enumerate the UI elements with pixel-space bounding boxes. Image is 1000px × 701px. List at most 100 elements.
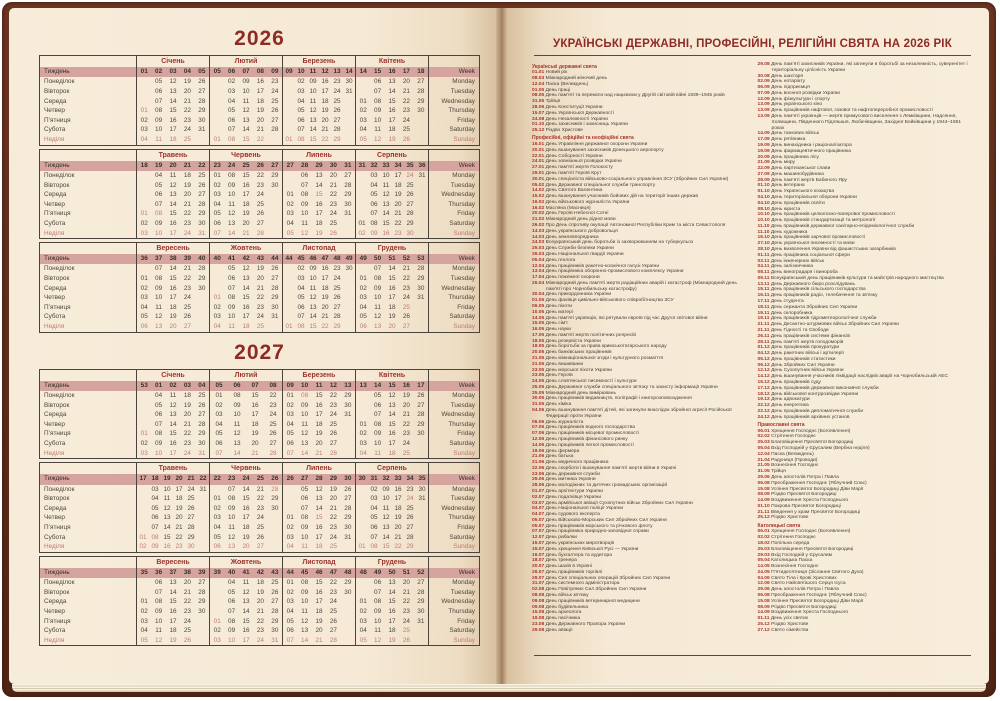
week-number: 43 bbox=[271, 568, 279, 576]
day-cell: 01 bbox=[213, 135, 221, 143]
holiday-entry: 19.08 День пасічника bbox=[532, 616, 748, 622]
day-cell: 18 bbox=[256, 97, 264, 105]
day-cell: 19 bbox=[388, 636, 396, 644]
day-cell: 06 bbox=[374, 78, 382, 86]
day-cell: 08 bbox=[151, 533, 159, 541]
holiday-date: 19.09 bbox=[757, 148, 770, 154]
day-cell: 21 bbox=[183, 420, 191, 428]
holiday-entry: 13.09 День українського кіно bbox=[758, 102, 974, 108]
right-page-holidays: УКРАЇНСЬКІ ДЕРЖАВНІ, ПРОФЕСІЙНІ, РЕЛІГІЙ… bbox=[508, 8, 989, 684]
day-cell: 30 bbox=[345, 78, 353, 86]
day-label-en: Saturday bbox=[428, 439, 479, 449]
month-days-group: 01 08 15 22 29 bbox=[209, 616, 282, 627]
day-cell: 16 bbox=[169, 284, 177, 292]
day-cell: 06 bbox=[370, 523, 378, 531]
day-cell: 13 bbox=[388, 78, 396, 86]
month-name-cell: Січень bbox=[136, 56, 209, 67]
week-number: 48 bbox=[359, 568, 367, 576]
day-cell: 26 bbox=[198, 181, 206, 189]
day-cell: 15 bbox=[309, 323, 317, 331]
holiday-entry: 14.05 Вознесіння Господнє bbox=[758, 564, 974, 570]
week-number: 16 bbox=[402, 381, 410, 389]
day-cell: 26 bbox=[183, 313, 191, 321]
holiday-date: 11.10 bbox=[757, 223, 770, 229]
holiday-entry: 14.03 День землевпорядника bbox=[532, 235, 748, 241]
day-cell: 18 bbox=[175, 495, 183, 503]
holiday-date: 06.05 bbox=[532, 303, 545, 309]
holiday-date: 16.10 bbox=[757, 235, 770, 241]
holiday-date: 07.06 bbox=[532, 425, 545, 431]
holiday-entry: 31.07 День системного адміністратора bbox=[532, 581, 748, 587]
day-cell bbox=[356, 77, 370, 87]
month-days-group: 01 08 15 22 29 bbox=[136, 106, 209, 116]
day-cell: 15 bbox=[242, 135, 250, 143]
holiday-name: Хрещення Господнє (Богоявлення) bbox=[769, 428, 851, 434]
day-cell: 19 bbox=[169, 636, 177, 644]
week-number: 33 bbox=[394, 475, 402, 483]
month-days-group: 02 09 16 23 30 bbox=[355, 429, 428, 439]
day-cell: 06 bbox=[228, 275, 236, 283]
day-cell: 22 bbox=[329, 191, 337, 199]
day-cell: 05 bbox=[228, 588, 236, 596]
day-cell: 27 bbox=[417, 579, 425, 587]
day-cell bbox=[137, 523, 149, 533]
week-number: 36 bbox=[418, 161, 426, 169]
holiday-name: День ветерана bbox=[769, 183, 805, 189]
day-cell: 17 bbox=[388, 440, 396, 447]
day-cell: 16 bbox=[169, 219, 177, 227]
holiday-name: День державної служби bbox=[544, 471, 600, 477]
day-cell: 11 bbox=[301, 607, 308, 615]
month-name-cell: Травень bbox=[136, 149, 209, 161]
day-cell: 14 bbox=[388, 588, 396, 596]
day-cell: 30 bbox=[417, 284, 425, 292]
holiday-name: День шахів в Україні bbox=[544, 564, 592, 570]
day-cell: 23 bbox=[183, 284, 191, 292]
day-cell: 24 bbox=[402, 294, 410, 302]
day-cell: 30 bbox=[271, 627, 279, 635]
holiday-name: День працівників стандартизації та метро… bbox=[769, 218, 876, 224]
day-cell: 20 bbox=[315, 440, 323, 447]
month-name-cell: Травень bbox=[136, 463, 209, 475]
holiday-entry: 31.05 Трійця bbox=[758, 469, 974, 475]
holiday-entry: 06.01 Хрещення Господнє (Богоявлення) bbox=[758, 429, 974, 435]
holiday-name: Різдво Христове bbox=[769, 515, 809, 521]
week-number: 26 bbox=[271, 475, 279, 483]
holiday-entry: 02.08 День Повітряних Сил Збройних Сил У… bbox=[532, 587, 748, 593]
week-number: 24 bbox=[228, 161, 236, 169]
holiday-name: День працівників фінансового ринку bbox=[544, 436, 628, 442]
day-cell: 06 bbox=[140, 323, 148, 331]
holiday-name: День залізничника bbox=[769, 264, 813, 270]
day-cell: 07 bbox=[370, 533, 378, 541]
month-days-group: 02 09 16 23 bbox=[209, 400, 282, 411]
holiday-date: 19.06 bbox=[532, 448, 545, 454]
day-cell bbox=[137, 190, 151, 200]
day-cell: 15 bbox=[169, 107, 177, 115]
day-cell: 24 bbox=[256, 313, 264, 321]
day-cell bbox=[356, 504, 368, 514]
day-cell: 02 bbox=[213, 504, 221, 512]
holiday-name: День авіації bbox=[544, 627, 573, 633]
day-cell bbox=[343, 303, 355, 313]
holiday-entry: 16.02 Масляна (Масниця) bbox=[532, 206, 748, 212]
day-cell: 04 bbox=[359, 126, 367, 134]
holiday-entry: 21.04 Радуниця (Проводи) bbox=[758, 458, 974, 464]
week-number: 35 bbox=[406, 161, 414, 169]
month-days-group: 05 12 19 26 bbox=[282, 616, 355, 627]
day-label-en: Sunday bbox=[428, 134, 479, 145]
holiday-date: 08.05 bbox=[532, 93, 545, 99]
holiday-entry: 05.04 Католицька Паска bbox=[758, 558, 974, 564]
day-cell: 06 bbox=[286, 440, 294, 447]
day-cell: 01 bbox=[140, 107, 148, 115]
day-cell: 16 bbox=[242, 303, 250, 311]
day-cell: 01 bbox=[215, 392, 223, 400]
holiday-entry: 21.06 День батька bbox=[532, 454, 748, 460]
holiday-entry: 29.01 День пам’яті Героїв Крут bbox=[532, 171, 748, 177]
holiday-date: 28.11 bbox=[757, 339, 770, 345]
day-cell bbox=[414, 636, 428, 646]
week-number: 31 bbox=[370, 475, 378, 483]
week-number-group: 05 06 07 08 09 bbox=[209, 67, 282, 78]
day-cell: 04 bbox=[215, 420, 223, 428]
holiday-date: 04.06 bbox=[532, 408, 545, 414]
day-row: Четвер 07 14 21 28 04 11 18 25 02 09 16 23 30 06 13 20 27… bbox=[40, 199, 479, 210]
month-days-group: 04 11 18 25 bbox=[209, 96, 282, 107]
